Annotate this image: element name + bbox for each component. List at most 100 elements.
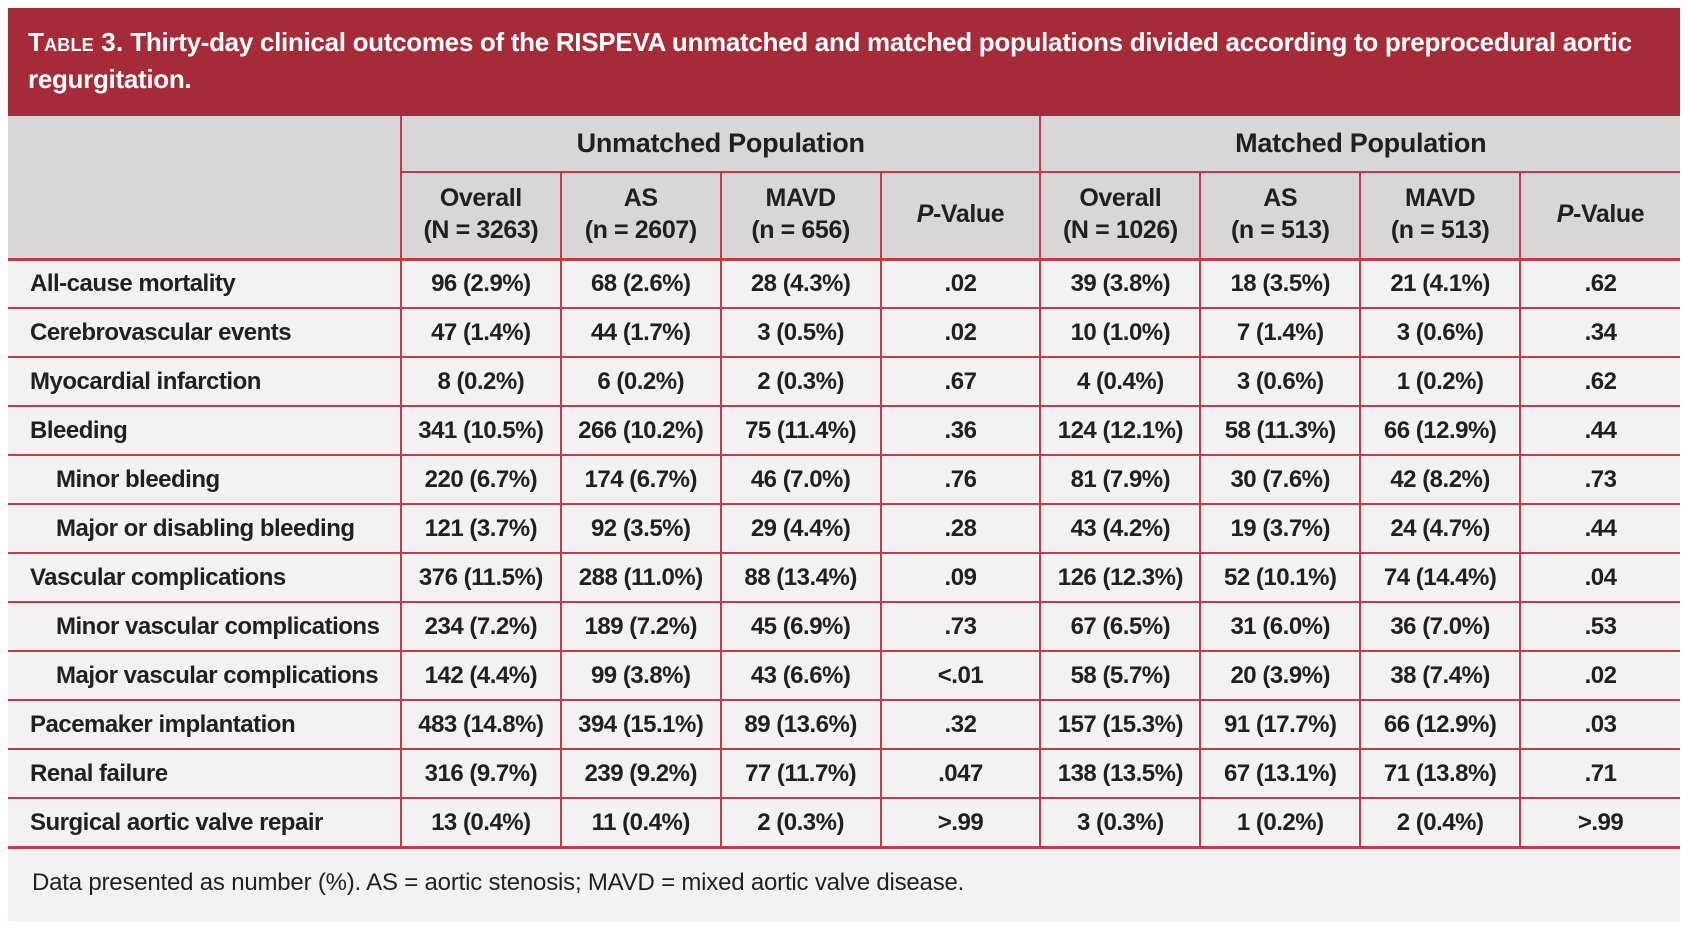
table-row: Major or disabling bleeding 121 (3.7%) 92 … — [8, 503, 1680, 555]
column-title: MAVD — [765, 183, 837, 212]
column-header: Overall (N = 3263) — [400, 170, 562, 261]
column-title: Overall — [439, 183, 522, 212]
outcome-label: Major or disabling bleeding — [8, 503, 402, 555]
pvalue-cell: .53 — [1519, 601, 1680, 653]
value-cell: 89 (13.6%) — [719, 699, 882, 751]
value-cell: 266 (10.2%) — [559, 405, 722, 457]
value-cell: 142 (4.4%) — [399, 650, 562, 702]
column-sample-size: (n = 513) — [1230, 216, 1330, 245]
value-cell: 4 (0.4%) — [1039, 356, 1202, 408]
value-cell: 99 (3.8%) — [559, 650, 722, 702]
pvalue-cell: .28 — [879, 503, 1042, 555]
row-header-spacer — [8, 115, 402, 261]
outcome-label: Surgical aortic valve repair — [8, 797, 402, 849]
column-sample-size: (n = 656) — [751, 216, 850, 245]
value-cell: 31 (6.0%) — [1199, 601, 1362, 653]
column-header: AS (n = 2607) — [559, 170, 722, 261]
value-cell: 121 (3.7%) — [399, 503, 562, 555]
value-cell: 58 (11.3%) — [1199, 405, 1362, 457]
outcome-label: Minor vascular complications — [8, 601, 402, 653]
value-cell: 42 (8.2%) — [1359, 454, 1522, 506]
outcome-label: Major vascular complications — [8, 650, 402, 702]
column-sample-size: (n = 2607) — [584, 216, 697, 245]
pvalue-cell: .73 — [879, 601, 1042, 653]
pvalue-cell: .02 — [879, 257, 1042, 310]
matched-population-header: Matched Population — [1039, 115, 1680, 173]
table-footnote: Data presented as number (%). AS = aorti… — [8, 848, 1680, 921]
value-cell: 28 (4.3%) — [719, 257, 882, 310]
value-cell: 91 (17.7%) — [1199, 699, 1362, 751]
column-header-row: Overall (N = 3263) AS (n = 2607) MAVD (n = 65… — [8, 170, 1680, 261]
population-group-header-row: Unmatched Population Matched Population — [8, 115, 1680, 261]
pvalue-cell: .34 — [1519, 307, 1680, 359]
pvalue-cell: .03 — [1519, 699, 1680, 751]
value-cell: 6 (0.2%) — [559, 356, 722, 408]
value-cell: 19 (3.7%) — [1199, 503, 1362, 555]
value-cell: 67 (6.5%) — [1039, 601, 1202, 653]
column-header: Overall (N = 1026) — [1039, 170, 1202, 261]
pvalue-cell: .76 — [879, 454, 1042, 506]
pvalue-cell: .71 — [1519, 748, 1680, 800]
column-sample-size: (n = 513) — [1390, 216, 1490, 245]
table-row: Vascular complications 376 (11.5%) 288 (11… — [8, 552, 1680, 604]
pvalue-cell: .09 — [879, 552, 1042, 604]
value-cell: 68 (2.6%) — [559, 257, 722, 310]
pvalue-cell: >.99 — [879, 797, 1042, 849]
value-cell: 45 (6.9%) — [719, 601, 882, 653]
value-cell: 66 (12.9%) — [1359, 405, 1522, 457]
pvalue-italic-p: P — [1556, 200, 1574, 229]
column-header: AS (n = 513) — [1199, 170, 1362, 261]
pvalue-cell: <.01 — [879, 650, 1042, 702]
value-cell: 92 (3.5%) — [559, 503, 722, 555]
value-cell: 1 (0.2%) — [1359, 356, 1522, 408]
value-cell: 13 (0.4%) — [399, 797, 562, 849]
value-cell: 376 (11.5%) — [399, 552, 562, 604]
outcome-label: All-cause mortality — [8, 257, 402, 310]
value-cell: 46 (7.0%) — [719, 454, 882, 506]
table-row: Major vascular complications 142 (4.4%) 99… — [8, 650, 1680, 702]
value-cell: 20 (3.9%) — [1199, 650, 1362, 702]
column-title: MAVD — [1405, 183, 1476, 212]
value-cell: 234 (7.2%) — [399, 601, 562, 653]
pvalue-cell: .36 — [879, 405, 1042, 457]
value-cell: 8 (0.2%) — [399, 356, 562, 408]
column-title: AS — [623, 183, 658, 212]
outcome-label: Renal failure — [8, 748, 402, 800]
column-title: AS — [1263, 183, 1298, 212]
value-cell: 29 (4.4%) — [719, 503, 882, 555]
pvalue-cell: .62 — [1519, 356, 1680, 408]
value-cell: 2 (0.3%) — [719, 356, 882, 408]
table-row: Bleeding 341 (10.5%) 266 (10.2%) 75 (11.4%)… — [8, 405, 1680, 457]
outcome-label: Minor bleeding — [8, 454, 402, 506]
value-cell: 74 (14.4%) — [1359, 552, 1522, 604]
outcome-label: Vascular complications — [8, 552, 402, 604]
pvalue-cell: .44 — [1519, 503, 1680, 555]
column-title: Overall — [1079, 183, 1162, 212]
value-cell: 1 (0.2%) — [1199, 797, 1362, 849]
value-cell: 483 (14.8%) — [399, 699, 562, 751]
pvalue-cell: >.99 — [1519, 797, 1680, 849]
outcome-label: Cerebrovascular events — [8, 307, 402, 359]
value-cell: 43 (6.6%) — [719, 650, 882, 702]
value-cell: 3 (0.6%) — [1359, 307, 1522, 359]
table-title-text: Thirty-day clinical outcomes of the RISP… — [28, 27, 1632, 94]
value-cell: 30 (7.6%) — [1199, 454, 1362, 506]
value-cell: 58 (5.7%) — [1039, 650, 1202, 702]
value-cell: 124 (12.1%) — [1039, 405, 1202, 457]
value-cell: 44 (1.7%) — [559, 307, 722, 359]
pvalue-cell: .44 — [1519, 405, 1680, 457]
value-cell: 38 (7.4%) — [1359, 650, 1522, 702]
value-cell: 66 (12.9%) — [1359, 699, 1522, 751]
pvalue-cell: .047 — [879, 748, 1042, 800]
pvalue-cell: .62 — [1519, 257, 1680, 310]
column-header: MAVD (n = 513) — [1359, 170, 1522, 261]
table-title: Table 3. Thirty-day clinical outcomes of… — [8, 8, 1680, 116]
value-cell: 81 (7.9%) — [1039, 454, 1202, 506]
value-cell: 77 (11.7%) — [719, 748, 882, 800]
unmatched-population-header: Unmatched Population — [399, 115, 1042, 173]
column-sample-size: (N = 1026) — [1062, 216, 1178, 245]
pvalue-column-header: P-Value — [1519, 170, 1680, 261]
value-cell: 24 (4.7%) — [1359, 503, 1522, 555]
value-cell: 138 (13.5%) — [1039, 748, 1202, 800]
pvalue-cell: .67 — [879, 356, 1042, 408]
